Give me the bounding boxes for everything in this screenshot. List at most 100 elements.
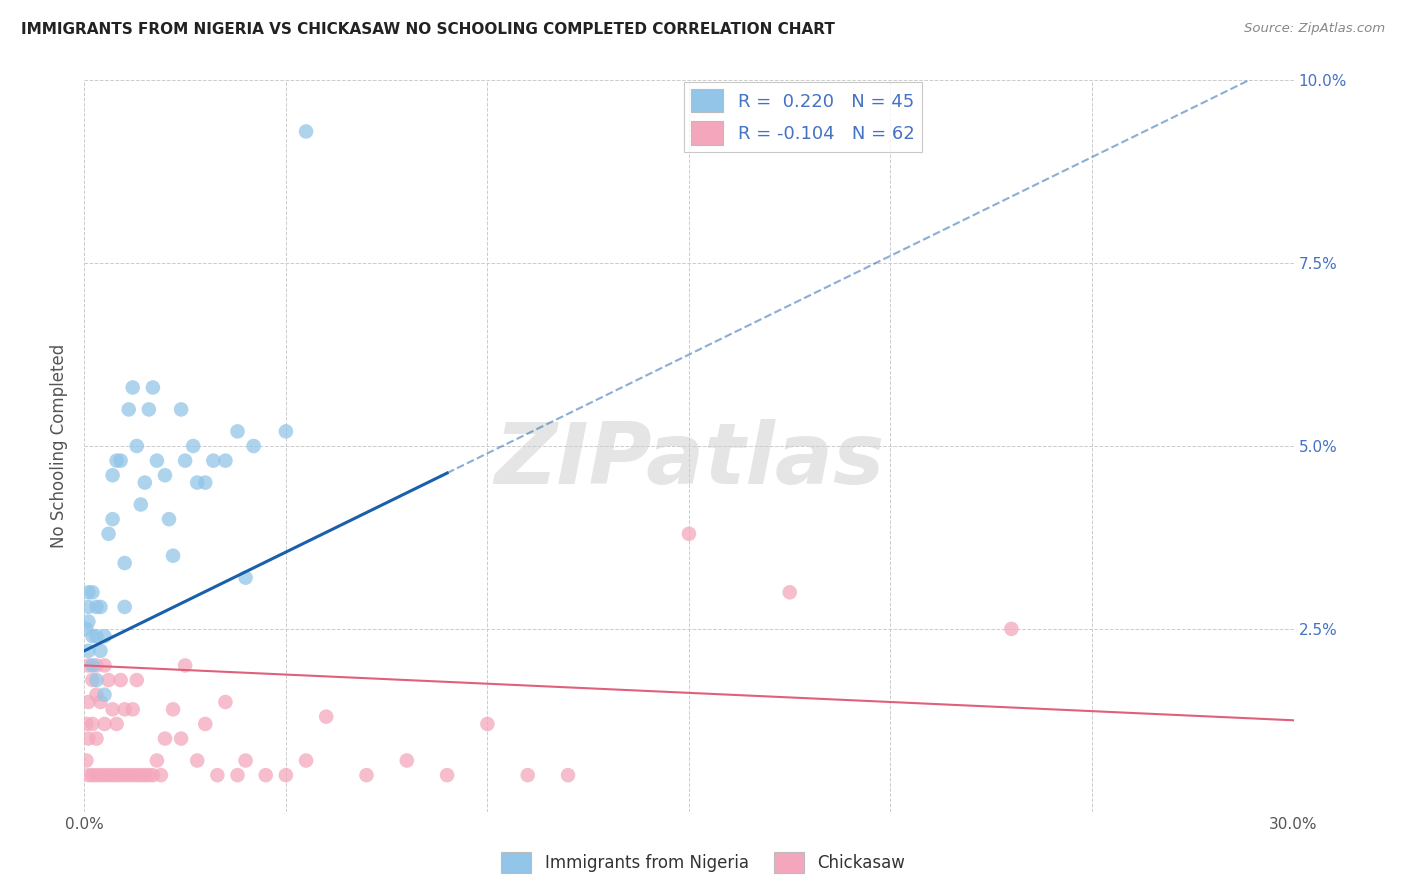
Point: [194, 475, 217, 490]
Point: [134, 768, 156, 782]
Point: [105, 768, 128, 782]
Point: [146, 754, 169, 768]
Point: [89, 599, 111, 614]
Point: [242, 439, 264, 453]
Point: [97, 526, 120, 541]
Point: [89, 768, 111, 782]
Point: [779, 585, 801, 599]
Point: [194, 717, 217, 731]
Point: [395, 754, 418, 768]
Point: [110, 673, 132, 687]
Point: [77, 695, 100, 709]
Point: [1000, 622, 1022, 636]
Point: [186, 754, 208, 768]
Point: [516, 768, 538, 782]
Point: [101, 512, 124, 526]
Point: [149, 768, 172, 782]
Point: [82, 585, 104, 599]
Point: [114, 768, 136, 782]
Point: [235, 571, 257, 585]
Point: [186, 475, 208, 490]
Point: [82, 768, 104, 782]
Y-axis label: No Schooling Completed: No Schooling Completed: [51, 344, 69, 548]
Legend: R =  0.220   N = 45, R = -0.104   N = 62: R = 0.220 N = 45, R = -0.104 N = 62: [683, 82, 922, 152]
Point: [226, 768, 249, 782]
Point: [121, 768, 143, 782]
Point: [157, 512, 180, 526]
Point: [118, 768, 141, 782]
Point: [93, 768, 115, 782]
Point: [114, 599, 136, 614]
Point: [170, 731, 193, 746]
Point: [101, 702, 124, 716]
Point: [356, 768, 378, 782]
Point: [436, 768, 458, 782]
Point: [86, 673, 108, 687]
Point: [138, 402, 160, 417]
Point: [174, 453, 197, 467]
Point: [97, 673, 120, 687]
Point: [295, 124, 318, 138]
Point: [101, 768, 124, 782]
Point: [121, 702, 143, 716]
Point: [678, 526, 700, 541]
Point: [142, 768, 165, 782]
Point: [77, 615, 100, 629]
Point: [162, 702, 184, 716]
Point: [86, 658, 108, 673]
Point: [77, 585, 100, 599]
Point: [82, 717, 104, 731]
Point: [110, 453, 132, 467]
Point: [125, 768, 148, 782]
Point: [295, 754, 318, 768]
Point: [153, 468, 176, 483]
Point: [274, 768, 297, 782]
Point: [86, 599, 108, 614]
Point: [75, 754, 97, 768]
Point: [235, 754, 257, 768]
Point: [82, 629, 104, 643]
Point: [105, 717, 128, 731]
Point: [134, 475, 156, 490]
Point: [254, 768, 277, 782]
Text: Source: ZipAtlas.com: Source: ZipAtlas.com: [1244, 22, 1385, 36]
Point: [226, 425, 249, 439]
Point: [118, 402, 141, 417]
Point: [153, 731, 176, 746]
Point: [315, 709, 337, 723]
Point: [114, 702, 136, 716]
Point: [174, 658, 197, 673]
Point: [77, 658, 100, 673]
Point: [477, 717, 499, 731]
Point: [82, 658, 104, 673]
Point: [105, 453, 128, 467]
Point: [86, 731, 108, 746]
Point: [86, 688, 108, 702]
Point: [75, 622, 97, 636]
Point: [97, 768, 120, 782]
Point: [86, 629, 108, 643]
Point: [93, 688, 115, 702]
Point: [146, 453, 169, 467]
Point: [75, 717, 97, 731]
Point: [181, 439, 204, 453]
Text: IMMIGRANTS FROM NIGERIA VS CHICKASAW NO SCHOOLING COMPLETED CORRELATION CHART: IMMIGRANTS FROM NIGERIA VS CHICKASAW NO …: [21, 22, 835, 37]
Point: [129, 768, 152, 782]
Point: [77, 599, 100, 614]
Point: [557, 768, 579, 782]
Point: [121, 380, 143, 394]
Point: [274, 425, 297, 439]
Point: [82, 673, 104, 687]
Point: [162, 549, 184, 563]
Point: [110, 768, 132, 782]
Point: [207, 768, 229, 782]
Point: [101, 468, 124, 483]
Point: [86, 768, 108, 782]
Point: [89, 695, 111, 709]
Point: [77, 731, 100, 746]
Text: ZIPatlas: ZIPatlas: [494, 419, 884, 502]
Point: [129, 498, 152, 512]
Point: [142, 380, 165, 394]
Point: [214, 695, 236, 709]
Point: [114, 556, 136, 570]
